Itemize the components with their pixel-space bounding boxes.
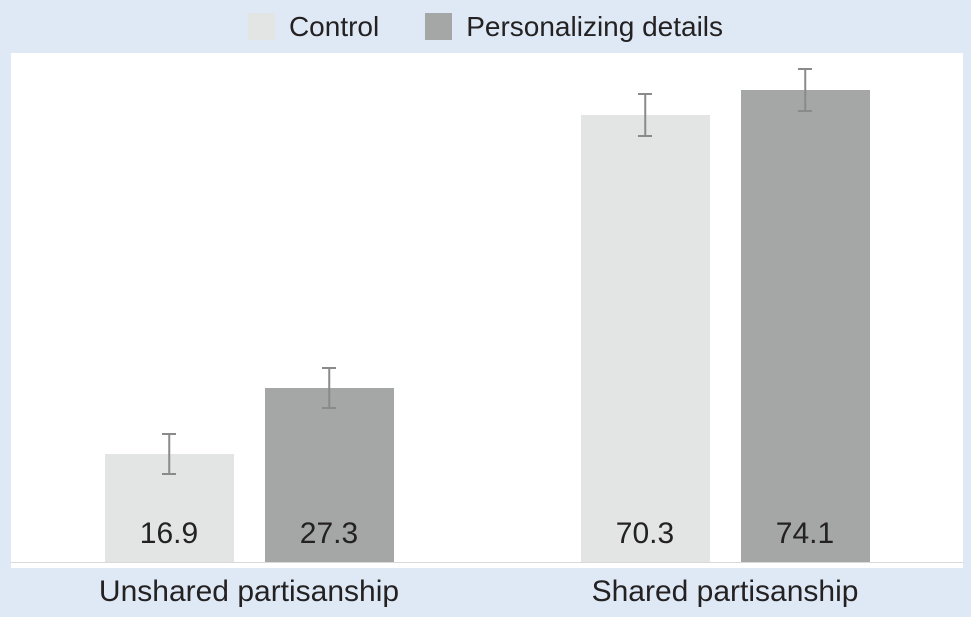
- bar-value-label: 70.3: [615, 517, 675, 550]
- error-bar-line: [804, 68, 806, 112]
- legend-label: Control: [288, 10, 380, 42]
- bar: 74.1: [740, 90, 870, 562]
- error-bar-cap-bottom: [322, 407, 336, 409]
- category-label: Unshared partisanship: [98, 575, 400, 608]
- bar: 70.3: [580, 115, 710, 562]
- error-bar: [162, 433, 176, 475]
- error-bar: [638, 93, 652, 137]
- error-bar-cap-bottom: [798, 110, 812, 112]
- bar-slot: 16.9: [104, 47, 234, 562]
- error-bar: [322, 367, 336, 409]
- bar-value-label: 74.1: [775, 517, 835, 550]
- bar-value-label: 16.9: [139, 517, 199, 550]
- bar: 16.9: [104, 454, 234, 562]
- error-bar-line: [168, 433, 170, 475]
- bar-group: 16.9 27.3: [11, 53, 487, 568]
- bar-groups: 16.9 27.3 70.3 74.1: [11, 53, 963, 568]
- bar-slot: 70.3: [580, 47, 710, 562]
- bar: 27.3: [264, 388, 394, 562]
- error-bar: [798, 68, 812, 112]
- bar-value-label: 27.3: [299, 517, 359, 550]
- error-bar-cap-bottom: [638, 135, 652, 137]
- bar-slot: 74.1: [740, 47, 870, 562]
- category-axis: Unshared partisanship Shared partisanship: [11, 568, 963, 617]
- error-bar-cap-bottom: [162, 473, 176, 475]
- legend-label: Personalizing details: [466, 10, 724, 42]
- bar-slot: 27.3: [264, 47, 394, 562]
- legend-swatch-icon: [425, 13, 453, 40]
- plot-area: 16.9 27.3 70.3 74.1: [11, 53, 963, 568]
- legend-swatch-icon: [247, 13, 275, 40]
- chart-legend: Control Personalizing details: [0, 0, 971, 53]
- category-label: Shared partisanship: [591, 575, 859, 608]
- error-bar-line: [644, 93, 646, 137]
- legend-item: Control: [247, 10, 380, 42]
- legend-item: Personalizing details: [425, 10, 724, 42]
- x-axis-line: [11, 562, 963, 563]
- error-bar-line: [328, 367, 330, 409]
- bar-group: 70.3 74.1: [487, 53, 963, 568]
